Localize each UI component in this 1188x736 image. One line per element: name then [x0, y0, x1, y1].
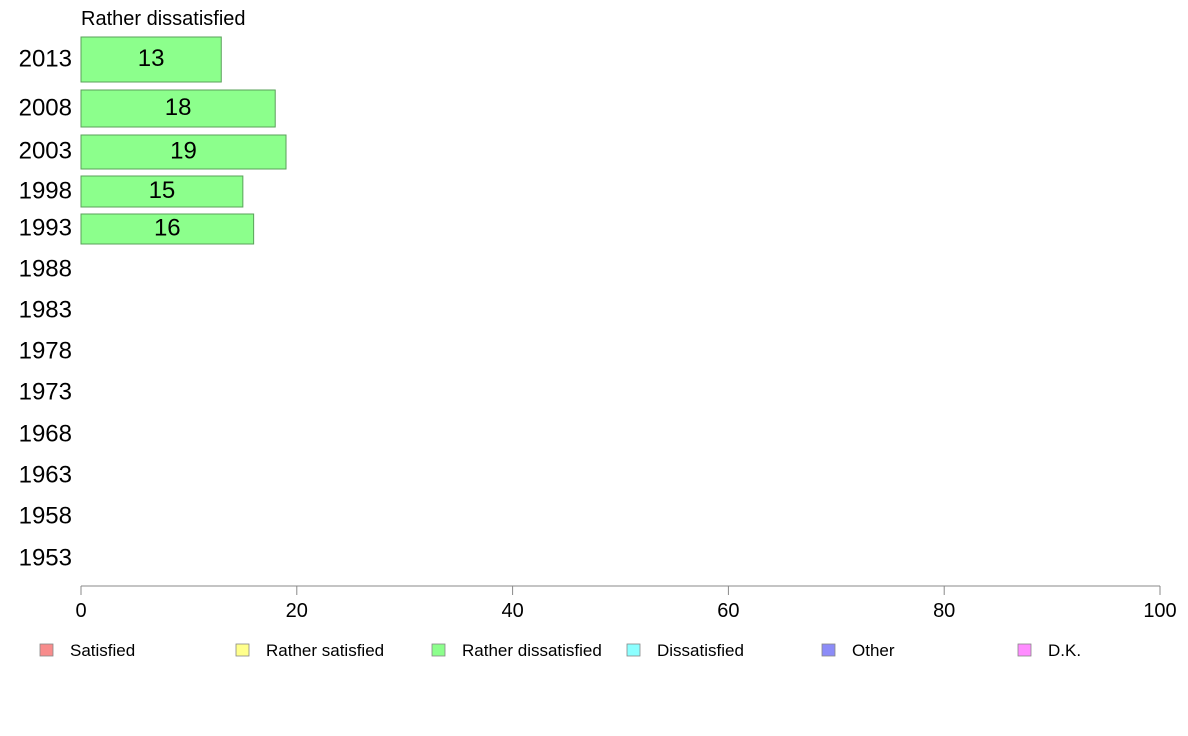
- x-tick-label-40: 40: [501, 600, 523, 622]
- legend-label-rather-dissatisfied: Rather dissatisfied: [462, 641, 602, 660]
- legend: Satisfied Rather satisfied Rather dissatis…: [39, 641, 1081, 660]
- y-axis-label-1958: 1958: [19, 502, 72, 529]
- bar-2008: [80, 89, 276, 128]
- legend-swatch-d-k: [1017, 643, 1032, 657]
- chart-title: Rather dissatisfied: [81, 8, 246, 30]
- legend-label-satisfied: Satisfied: [70, 641, 135, 660]
- y-axis-label-1953: 1953: [19, 544, 72, 571]
- x-tick-label-20: 20: [286, 600, 308, 622]
- legend-label-other: Other: [852, 641, 895, 660]
- legend-swatch-rather-satisfied: [235, 643, 250, 657]
- bar-1998: [80, 175, 244, 208]
- legend-swatch-other: [821, 643, 836, 657]
- bar-2013: [80, 36, 222, 83]
- y-axis-label-2013: 2013: [19, 45, 72, 72]
- legend-swatch-satisfied: [39, 643, 54, 657]
- y-axis-label-1993: 1993: [19, 214, 72, 241]
- y-axis-label-1998: 1998: [19, 177, 72, 204]
- y-axis-labels: 2013 2008 2003 1998 1993 1988 1983 1978 1973 1968…: [19, 45, 72, 571]
- bar-1993: [80, 213, 255, 245]
- bar-label-2008: 18: [165, 94, 192, 121]
- bar-label-1998: 15: [149, 177, 176, 204]
- x-tick-label-60: 60: [717, 600, 739, 622]
- legend-label-d-k: D.K.: [1048, 641, 1081, 660]
- bar-2003: [80, 134, 287, 170]
- y-axis-label-1968: 1968: [19, 420, 72, 447]
- bars-group: [80, 36, 287, 245]
- y-axis-label-2003: 2003: [19, 137, 72, 164]
- legend-label-rather-satisfied: Rather satisfied: [266, 641, 384, 660]
- bar-label-2003: 19: [170, 137, 197, 164]
- x-axis: 0 20 40 60 80 100: [75, 585, 1177, 622]
- y-axis-label-2008: 2008: [19, 94, 72, 121]
- legend-label-dissatisfied: Dissatisfied: [657, 641, 744, 660]
- y-axis-label-1973: 1973: [19, 378, 72, 405]
- bar-label-2013: 13: [138, 45, 165, 72]
- y-axis-label-1963: 1963: [19, 461, 72, 488]
- x-tick-label-80: 80: [933, 600, 955, 622]
- x-tick-label-0: 0: [75, 600, 86, 622]
- y-axis-label-1978: 1978: [19, 337, 72, 364]
- x-tick-label-100: 100: [1143, 600, 1176, 622]
- bar-label-1993: 16: [154, 214, 181, 241]
- y-axis-label-1983: 1983: [19, 296, 72, 323]
- legend-swatch-dissatisfied: [626, 643, 641, 657]
- legend-swatch-rather-dissatisfied: [431, 643, 446, 657]
- y-axis-label-1988: 1988: [19, 255, 72, 282]
